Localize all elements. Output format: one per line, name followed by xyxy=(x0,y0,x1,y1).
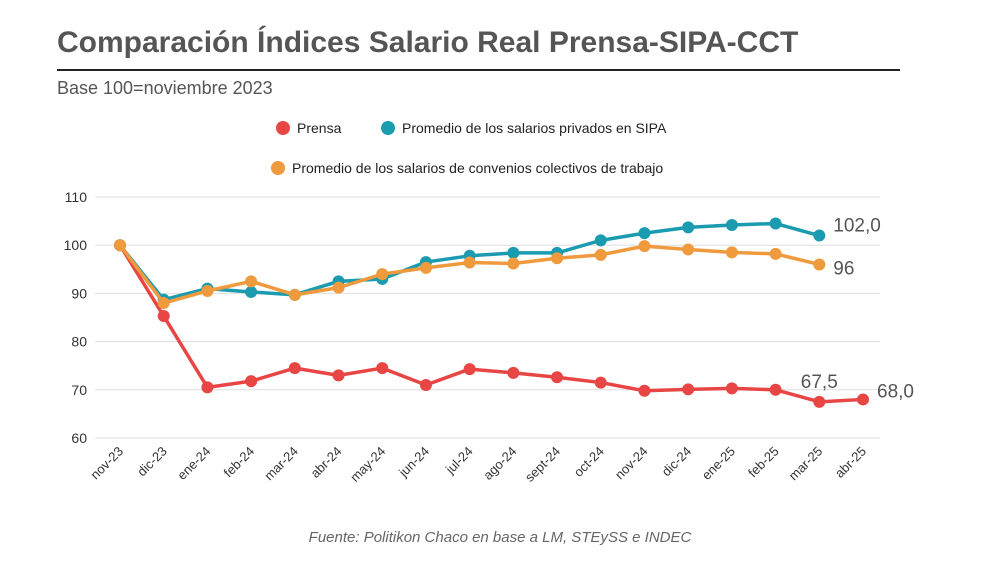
x-tick-label: mar-24 xyxy=(261,444,301,484)
data-point xyxy=(594,234,607,247)
x-tick-label: ene-25 xyxy=(699,444,738,483)
chart-title: Comparación Índices Salario Real Prensa-… xyxy=(57,26,799,59)
y-tick-label: 60 xyxy=(71,430,87,446)
data-point xyxy=(725,382,738,395)
data-label: 68,0 xyxy=(877,381,914,402)
data-point xyxy=(114,239,126,252)
data-point xyxy=(551,252,564,265)
x-tick-label: oct-24 xyxy=(571,444,607,480)
x-tick-label: abr-24 xyxy=(307,444,344,481)
data-point xyxy=(638,227,651,240)
x-tick-label: sept-24 xyxy=(522,444,563,485)
data-point xyxy=(288,288,301,301)
data-point xyxy=(682,383,695,396)
data-point xyxy=(376,268,389,281)
data-point xyxy=(813,229,826,242)
data-point xyxy=(682,243,695,256)
y-tick-label: 100 xyxy=(64,237,88,253)
data-point xyxy=(594,376,607,389)
data-point xyxy=(463,256,476,269)
data-point xyxy=(245,375,258,388)
data-point xyxy=(507,257,520,270)
data-point xyxy=(419,378,432,391)
data-point xyxy=(638,240,651,253)
chart-subtitle: Base 100=noviembre 2023 xyxy=(57,78,273,98)
data-point xyxy=(769,217,782,230)
data-point xyxy=(157,310,170,323)
data-point xyxy=(769,383,782,396)
data-label: 102,0 xyxy=(833,216,881,237)
series-line-0 xyxy=(118,244,864,404)
data-point xyxy=(288,362,301,375)
data-point xyxy=(594,248,607,261)
data-point xyxy=(507,366,520,379)
x-tick-label: feb-25 xyxy=(745,444,782,481)
data-point xyxy=(769,247,782,260)
data-point xyxy=(201,381,214,394)
data-point xyxy=(463,363,476,376)
data-point xyxy=(245,285,258,298)
data-point xyxy=(682,221,695,234)
x-tick-label: jun-24 xyxy=(395,444,432,481)
x-tick-label: nov-24 xyxy=(612,444,651,483)
data-point xyxy=(157,297,170,310)
data-label: 96 xyxy=(833,258,854,279)
legend-label: Promedio de los salarios privados en SIP… xyxy=(402,120,667,136)
data-label: 67,5 xyxy=(801,372,838,393)
data-point xyxy=(551,371,564,384)
legend-marker xyxy=(271,161,285,175)
x-tick-label: ene-24 xyxy=(174,444,213,483)
x-tick-label: feb-24 xyxy=(221,444,258,481)
title-divider xyxy=(57,69,900,71)
x-tick-label: dic-23 xyxy=(134,444,170,480)
x-tick-label: nov-23 xyxy=(87,444,126,483)
y-tick-label: 80 xyxy=(71,334,87,350)
legend-marker xyxy=(381,121,395,135)
x-tick-label: may-24 xyxy=(347,444,388,485)
data-point xyxy=(332,281,345,294)
y-tick-label: 90 xyxy=(71,285,87,301)
y-tick-label: 110 xyxy=(65,189,88,205)
data-point xyxy=(813,395,826,408)
data-point xyxy=(813,258,826,271)
x-tick-label: ago-24 xyxy=(480,444,519,483)
legend-label: Promedio de los salarios de convenios co… xyxy=(292,160,663,176)
data-point xyxy=(419,261,432,274)
data-point xyxy=(245,275,258,288)
x-tick-label: abr-25 xyxy=(832,444,869,481)
data-point xyxy=(201,284,214,297)
y-tick-label: 70 xyxy=(71,382,87,398)
x-tick-label: dic-24 xyxy=(659,444,695,480)
legend-marker xyxy=(276,121,290,135)
data-point xyxy=(638,384,651,397)
x-tick-label: jul-24 xyxy=(442,444,476,478)
data-point xyxy=(507,246,520,259)
data-point xyxy=(332,369,345,382)
data-point xyxy=(725,218,738,231)
data-point xyxy=(725,246,738,259)
data-point xyxy=(857,393,869,406)
data-point xyxy=(376,362,389,375)
x-tick-label: mar-25 xyxy=(786,444,826,484)
legend-label: Prensa xyxy=(297,120,342,136)
source-note: Fuente: Politikon Chaco en base a LM, ST… xyxy=(308,529,692,546)
